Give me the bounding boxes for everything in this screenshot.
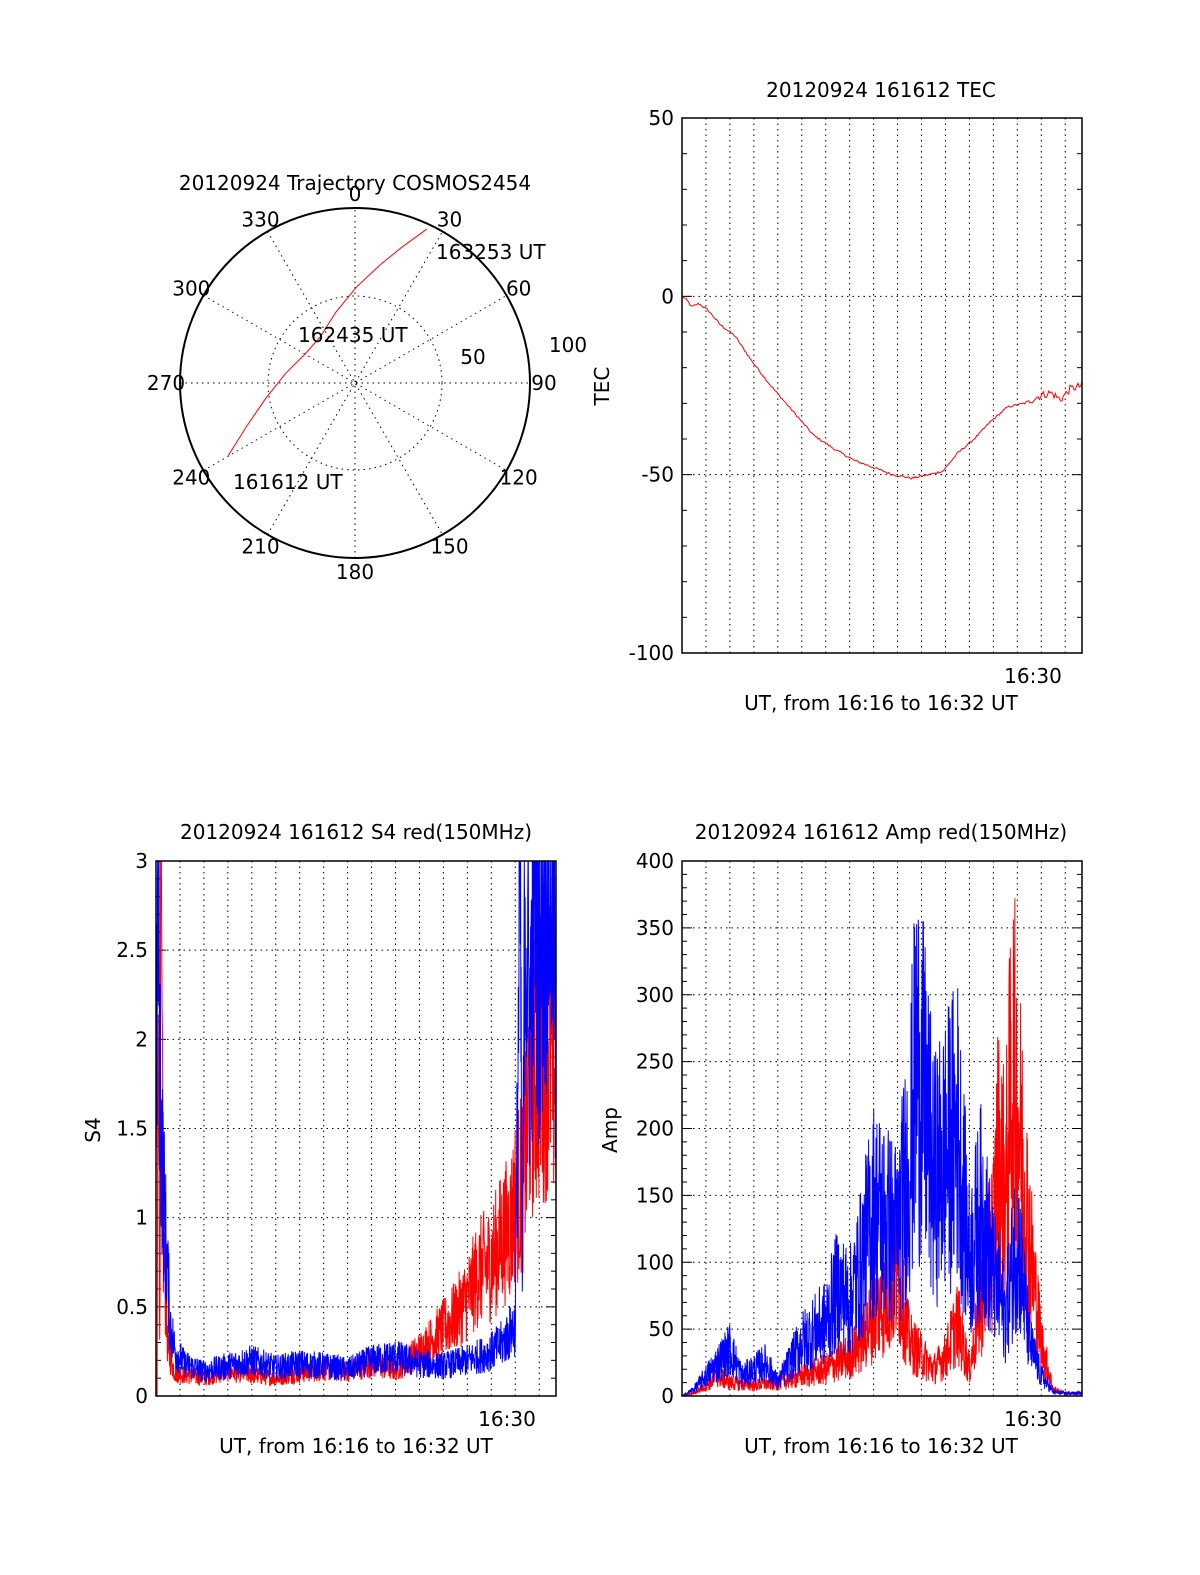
x-axis-title: UT, from 16:16 to 16:32 UT [744, 691, 1019, 715]
y-tick-label: 400 [636, 849, 674, 873]
series-lines [681, 295, 1083, 480]
polar-trajectory-chart: 20120924 Trajectory COSMOS2454 0 30 60 90 12… [147, 171, 587, 584]
polar-angle-label: 300 [172, 277, 210, 301]
polar-spoke [203, 295, 507, 471]
chart-title: 20120924 161612 TEC [766, 78, 996, 102]
plot-frame [681, 117, 1083, 654]
polar-angle-label: 60 [506, 277, 531, 301]
s4-chart: 20120924 161612 S4 red(150MHz) 3 2.5 2 1.5 1… [81, 820, 557, 1458]
amp-chart: 20120924 161612 Amp red(150MHz) 400 350 30… [598, 820, 1083, 1458]
trajectory-start-annotation: 161612 UT [233, 470, 343, 494]
polar-inner-circle [267, 295, 443, 471]
series-line [681, 919, 1083, 1397]
polar-angle-label: 270 [147, 371, 185, 395]
y-tick-labels: 50 0 -50 -100 [629, 106, 674, 665]
polar-radius-label-100: 100 [549, 333, 587, 357]
axis-ticks [682, 860, 1082, 1397]
y-axis-title: TEC [590, 367, 614, 407]
y-tick-label: -50 [641, 463, 674, 487]
y-tick-label: 50 [649, 106, 674, 130]
x-axis-title: UT, from 16:16 to 16:32 UT [744, 1434, 1019, 1458]
polar-angle-label: 330 [241, 207, 279, 231]
polar-angle-label: 210 [241, 535, 279, 559]
polar-angle-label: 150 [430, 535, 468, 559]
x-tick-label: 16:30 [1004, 664, 1062, 688]
plot-frame [155, 860, 557, 1397]
polar-angle-label: 240 [172, 466, 210, 490]
polar-spoke [267, 231, 443, 535]
series-line [681, 295, 1083, 480]
y-tick-label: 0 [661, 1384, 674, 1408]
x-axis-title: UT, from 16:16 to 16:32 UT [219, 1434, 494, 1458]
grid-lines [682, 118, 1082, 653]
polar-angle-label: 30 [437, 207, 462, 231]
trajectory-end-annotation: 163253 UT [436, 240, 546, 264]
y-tick-label: 3 [135, 849, 148, 873]
polar-angle-label: 0 [349, 182, 362, 206]
y-tick-label: 200 [636, 1117, 674, 1141]
series-lines [155, 860, 557, 1397]
series-line [156, 860, 557, 1397]
polar-angle-label: 120 [500, 466, 538, 490]
polar-spoke [267, 231, 443, 535]
series-line [682, 898, 1083, 1397]
tec-chart: 20120924 161612 TEC 50 0 -50 -100 TEC 16:30… [590, 78, 1083, 715]
y-tick-label: 2.5 [116, 938, 148, 962]
trajectory-line [227, 228, 427, 457]
y-tick-label: 250 [636, 1050, 674, 1074]
axis-ticks [682, 117, 1082, 654]
x-tick-label: 16:30 [1004, 1407, 1062, 1431]
polar-angle-label: 180 [336, 560, 374, 584]
polar-spoke [203, 295, 507, 471]
polar-spokes [180, 208, 530, 558]
chart-title: 20120924 161612 S4 red(150MHz) [180, 820, 532, 844]
y-tick-label: 1 [135, 1206, 148, 1230]
series-lines [681, 898, 1083, 1397]
polar-angle-label: 90 [531, 371, 556, 395]
chart-title: 20120924 161612 Amp red(150MHz) [695, 820, 1067, 844]
y-tick-label: 0 [135, 1384, 148, 1408]
y-tick-label: 0 [661, 284, 674, 308]
y-tick-label: 150 [636, 1183, 674, 1207]
x-tick-label: 16:30 [478, 1407, 536, 1431]
y-tick-label: 1.5 [116, 1117, 148, 1141]
y-axis-title: Amp [598, 1107, 622, 1153]
y-tick-label: 0.5 [116, 1295, 148, 1319]
y-tick-label: 2 [135, 1027, 148, 1051]
trajectory-mid-annotation: 162435 UT [298, 323, 408, 347]
y-tick-label: -100 [629, 641, 674, 665]
y-tick-label: 100 [636, 1250, 674, 1274]
plot-frame [681, 860, 1083, 1397]
polar-angle-labels: 0 30 60 90 120 150 180 210 240 270 300 330 [147, 182, 557, 584]
y-tick-label: 50 [649, 1317, 674, 1341]
y-axis-title: S4 [81, 1117, 105, 1142]
y-tick-label: 350 [636, 916, 674, 940]
polar-radius-label-50: 50 [460, 345, 485, 369]
chart-title: 20120924 Trajectory COSMOS2454 [179, 171, 531, 195]
series-line [155, 860, 557, 1382]
y-tick-labels: 400 350 300 250 200 150 100 50 0 [636, 849, 674, 1408]
y-tick-label: 300 [636, 983, 674, 1007]
y-tick-labels: 3 2.5 2 1.5 1 0.5 0 [116, 849, 148, 1408]
